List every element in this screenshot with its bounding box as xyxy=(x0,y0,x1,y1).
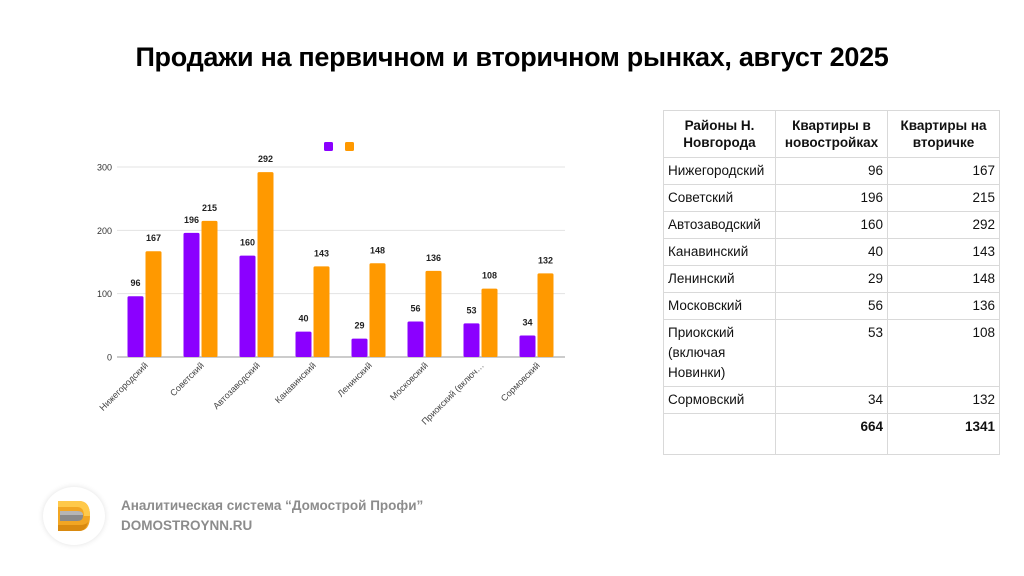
table-cell-district: Советский xyxy=(663,184,776,212)
page-title: Продажи на первичном и вторичном рынках,… xyxy=(135,42,889,72)
y-tick-label: 0 xyxy=(107,353,112,363)
table-cell-district: Сормовский xyxy=(663,386,776,414)
bar-new-flats xyxy=(407,321,424,357)
data-label: 132 xyxy=(538,255,553,265)
bar-new-flats xyxy=(127,296,144,357)
data-label: 136 xyxy=(426,253,441,263)
table-cell-new-flats: 40 xyxy=(775,238,888,266)
table-row: Автозаводский 160 292 xyxy=(663,211,1000,239)
data-label: 40 xyxy=(298,314,308,324)
data-label: 215 xyxy=(202,203,217,213)
bar-secondary-flats xyxy=(313,266,330,357)
table-cell-secondary-flats: 215 xyxy=(887,184,1000,212)
data-label: 56 xyxy=(410,304,420,314)
table-header-district: Районы Н. Новгорода xyxy=(663,110,776,158)
x-tick-label: Ленинский xyxy=(335,360,373,398)
table-total-secondary-flats: 1341 xyxy=(887,413,1000,455)
table-cell-secondary-flats: 167 xyxy=(887,157,1000,185)
x-tick-label: Автозаводский xyxy=(211,360,262,411)
table-cell-new-flats: 34 xyxy=(775,386,888,414)
table-cell-secondary-flats: 143 xyxy=(887,238,1000,266)
table-cell-district: Ленинский xyxy=(663,265,776,293)
bar-new-flats xyxy=(351,338,368,357)
x-tick-label: Приокский (включ… xyxy=(420,360,486,426)
x-tick-label: Канавинский xyxy=(273,360,318,405)
data-label: 53 xyxy=(466,305,476,315)
bar-new-flats xyxy=(463,323,480,357)
bar-new-flats xyxy=(295,331,312,357)
table-header-row: Районы Н. Новгорода Квартиры в новострой… xyxy=(663,110,1000,158)
table-cell-new-flats: 96 xyxy=(775,157,888,185)
y-tick-label: 100 xyxy=(97,289,112,299)
footer: Аналитическая система “Домострой Профи” … xyxy=(43,487,423,545)
data-label: 196 xyxy=(184,215,199,225)
data-label: 160 xyxy=(240,238,255,248)
domostroy-logo-icon xyxy=(43,487,105,545)
table-cell-new-flats: 160 xyxy=(775,211,888,239)
table-cell-secondary-flats: 292 xyxy=(887,211,1000,239)
bar-secondary-flats xyxy=(425,270,442,357)
table-cell-district: Нижегородский xyxy=(663,157,776,185)
table-cell-district: Московский xyxy=(663,292,776,320)
table-row: Ленинский 29 148 xyxy=(663,265,1000,293)
table-cell-district: Приокский (включая Новинки) xyxy=(663,319,776,387)
bar-new-flats xyxy=(519,335,536,357)
bar-secondary-flats xyxy=(369,263,386,357)
data-label: 108 xyxy=(482,271,497,281)
table-cell-secondary-flats: 148 xyxy=(887,265,1000,293)
table-row: Советский 196 215 xyxy=(663,184,1000,212)
table-total-new-flats: 664 xyxy=(775,413,888,455)
legend-swatch-secondary-flats xyxy=(345,142,354,151)
table-row: Канавинский 40 143 xyxy=(663,238,1000,266)
bar-secondary-flats xyxy=(145,251,162,357)
x-tick-label: Московский xyxy=(388,360,430,402)
data-label: 292 xyxy=(258,154,273,164)
data-label: 143 xyxy=(314,248,329,258)
table-cell-secondary-flats: 132 xyxy=(887,386,1000,414)
table-cell-secondary-flats: 108 xyxy=(887,319,1000,387)
table-cell-new-flats: 29 xyxy=(775,265,888,293)
data-label: 148 xyxy=(370,245,385,255)
bar-secondary-flats xyxy=(537,273,554,357)
table-row: Московский 56 136 xyxy=(663,292,1000,320)
data-table: Районы Н. Новгорода Квартиры в новострой… xyxy=(663,110,1000,455)
footer-system-name: Аналитическая система “Домострой Профи” xyxy=(121,498,424,513)
data-label: 34 xyxy=(522,317,532,327)
data-label: 96 xyxy=(130,278,140,288)
table-cell-new-flats: 56 xyxy=(775,292,888,320)
x-tick-label: Нижегородский xyxy=(97,360,149,412)
data-label: 167 xyxy=(146,233,161,243)
bar-new-flats xyxy=(183,232,200,357)
table-total-empty xyxy=(663,413,776,455)
table-cell-secondary-flats: 136 xyxy=(887,292,1000,320)
table-row: Нижегородский 96 167 xyxy=(663,157,1000,185)
legend-swatch-new-flats xyxy=(324,142,333,151)
table-cell-new-flats: 196 xyxy=(775,184,888,212)
bar-secondary-flats xyxy=(257,172,274,357)
table-total-row: 664 1341 xyxy=(663,413,1000,455)
table-row: Сормовский 34 132 xyxy=(663,386,1000,414)
table-cell-new-flats: 53 xyxy=(775,319,888,387)
x-tick-label: Сормовский xyxy=(499,360,542,403)
y-tick-label: 200 xyxy=(97,226,112,236)
table-header-new-flats: Квартиры в новостройках xyxy=(775,110,888,158)
y-tick-label: 300 xyxy=(97,163,112,173)
table-header-secondary-flats: Квартиры на вторичке xyxy=(887,110,1000,158)
bar-secondary-flats xyxy=(201,220,218,357)
table-row: Приокский (включая Новинки) 53 108 xyxy=(663,319,1000,387)
table-cell-district: Канавинский xyxy=(663,238,776,266)
footer-website[interactable]: DOMOSTROYNN.RU xyxy=(121,518,253,533)
bar-new-flats xyxy=(239,255,256,357)
data-label: 29 xyxy=(354,321,364,331)
x-tick-label: Советский xyxy=(168,360,206,398)
bar-secondary-flats xyxy=(481,288,498,357)
table-cell-district: Автозаводский xyxy=(663,211,776,239)
